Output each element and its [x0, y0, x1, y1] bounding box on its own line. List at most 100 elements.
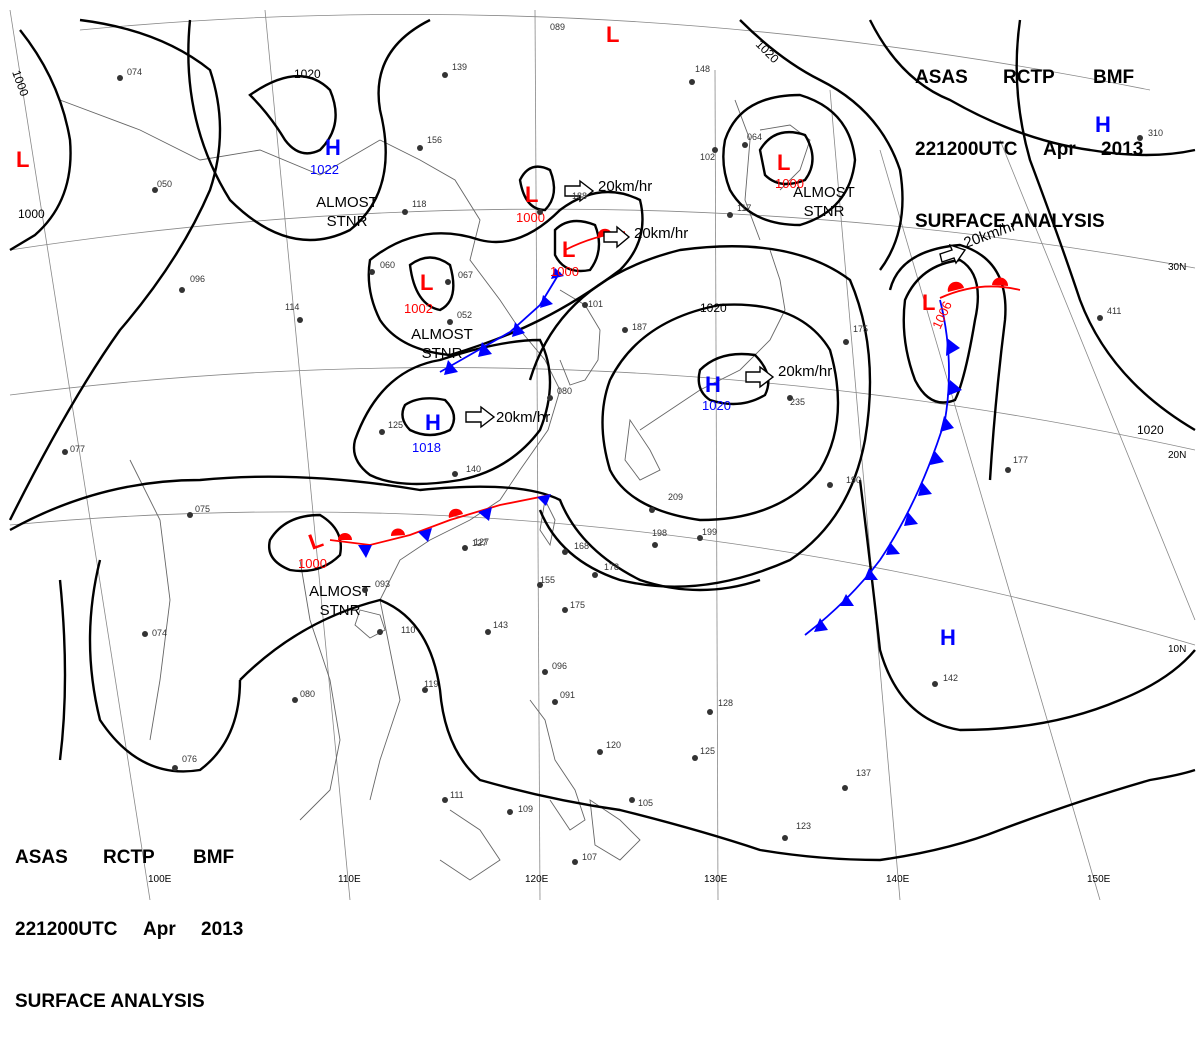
station-value: 178	[604, 562, 619, 572]
parallel-30n	[9, 208, 1196, 269]
station-marker	[537, 209, 543, 215]
lon-label-120e: 120E	[525, 874, 549, 885]
station-value: 101	[588, 299, 603, 309]
isobar-north-central	[187, 18, 431, 242]
station-marker	[552, 699, 558, 705]
motion-arrow-icon	[465, 405, 496, 429]
cold-front-barb	[512, 322, 525, 337]
station-value: 080	[300, 689, 315, 699]
station-marker	[1097, 315, 1103, 321]
station-marker	[843, 339, 849, 345]
station-marker	[422, 687, 428, 693]
cold-front-barb	[551, 268, 564, 279]
station-marker	[597, 749, 603, 755]
header-center-code: ASAS	[915, 67, 968, 88]
station-marker	[787, 395, 793, 401]
station-marker	[462, 545, 468, 551]
meridian-150e	[879, 149, 1101, 900]
almost-label: ALMOST	[793, 184, 855, 201]
station-value: 107	[582, 852, 597, 862]
isobar-south-outer	[88, 559, 242, 773]
station-marker	[547, 395, 553, 401]
stnr-label: STNR	[422, 345, 463, 362]
isobar-label: 1020	[1137, 423, 1164, 437]
motion-arrows	[465, 179, 967, 429]
station-marker	[179, 287, 185, 293]
motion-arrow-icon	[745, 365, 775, 389]
header-month: Apr	[1043, 139, 1076, 160]
motion-label: 20km/hr	[598, 178, 652, 195]
station-marker	[369, 269, 375, 275]
lat-label-20n: 20N	[1168, 450, 1186, 461]
station-marker	[572, 859, 578, 865]
station-value: 175	[570, 600, 585, 610]
isobar-label: 1000	[18, 207, 45, 221]
station-marker	[452, 471, 458, 477]
station-value: 125	[700, 746, 715, 756]
header-datetime: 221200UTC	[915, 139, 1018, 160]
isobar-label: 1020	[753, 37, 782, 66]
isobar-1020-mongolia	[248, 75, 337, 155]
header-product-code: BMF	[1093, 67, 1135, 88]
lon-label-150e: 150E	[1087, 874, 1111, 885]
station-value: 148	[695, 64, 710, 74]
header-station-code: RCTP	[1003, 67, 1055, 88]
station-value: 125	[388, 420, 403, 430]
pressure-centers: L H 1022 L 1000 L 1000 L 1002 L 1000 L 1…	[16, 22, 1111, 650]
isobar-1000-west	[9, 29, 72, 252]
cold-front-barb	[886, 542, 900, 555]
isobar-east-low-1006	[902, 258, 979, 404]
coast-indochina	[299, 559, 341, 821]
station-value: 140	[466, 464, 481, 474]
isobar-north-japan-low	[758, 130, 814, 186]
station-value: 139	[452, 62, 467, 72]
cold-front-barb	[478, 507, 492, 521]
warm-front-semicircle	[448, 508, 463, 518]
header-title: SURFACE ANALYSIS	[915, 211, 1105, 232]
station-marker	[932, 681, 938, 687]
parallel-40n	[79, 13, 1151, 91]
station-marker	[842, 785, 848, 791]
isobar-central-wrap	[352, 338, 552, 486]
station-marker	[362, 587, 368, 593]
header-datetime: 221200UTC	[15, 919, 118, 940]
motion-label: 20km/hr	[634, 225, 688, 242]
station-marker	[697, 535, 703, 541]
warm-front-semicircle	[338, 533, 352, 540]
station-marker	[442, 72, 448, 78]
stnr-label: STNR	[804, 203, 845, 220]
coast-sakhalin	[734, 99, 761, 241]
parallel-20n	[9, 367, 1196, 451]
station-value: 209	[668, 492, 683, 502]
low-center-value: 1000	[298, 556, 327, 571]
low-center-symbol: L	[16, 147, 29, 172]
coastlines	[59, 99, 811, 881]
isobar-label: 1020	[294, 67, 321, 81]
station-marker	[542, 669, 548, 675]
header-station-code: RCTP	[103, 847, 155, 868]
station-marker	[172, 765, 178, 771]
station-value: 089	[550, 22, 565, 32]
station-value: 111	[450, 790, 464, 800]
station-value: 155	[540, 575, 555, 585]
header-title: SURFACE ANALYSIS	[15, 991, 205, 1012]
station-marker	[689, 79, 695, 85]
station-marker	[629, 797, 635, 803]
warm-front-semicircle	[947, 281, 964, 292]
cold-front-east	[804, 299, 950, 636]
isobar-far-east	[868, 19, 1196, 157]
station-marker	[297, 317, 303, 323]
station-marker	[187, 512, 193, 518]
station-value: 120	[606, 740, 621, 750]
station-marker	[649, 507, 655, 513]
station-value: 117	[737, 203, 751, 213]
isobar-east-low-outer	[888, 243, 1007, 481]
station-value: 137	[856, 768, 871, 778]
station-marker	[652, 542, 658, 548]
station-value: 118	[412, 199, 426, 209]
coast-mindanao	[589, 799, 641, 861]
warm-front-semicircle	[992, 277, 1009, 286]
isobar-high-1020-outer	[601, 303, 840, 522]
station-value: 093	[375, 579, 390, 589]
isobar-south-west-tail	[58, 579, 67, 761]
